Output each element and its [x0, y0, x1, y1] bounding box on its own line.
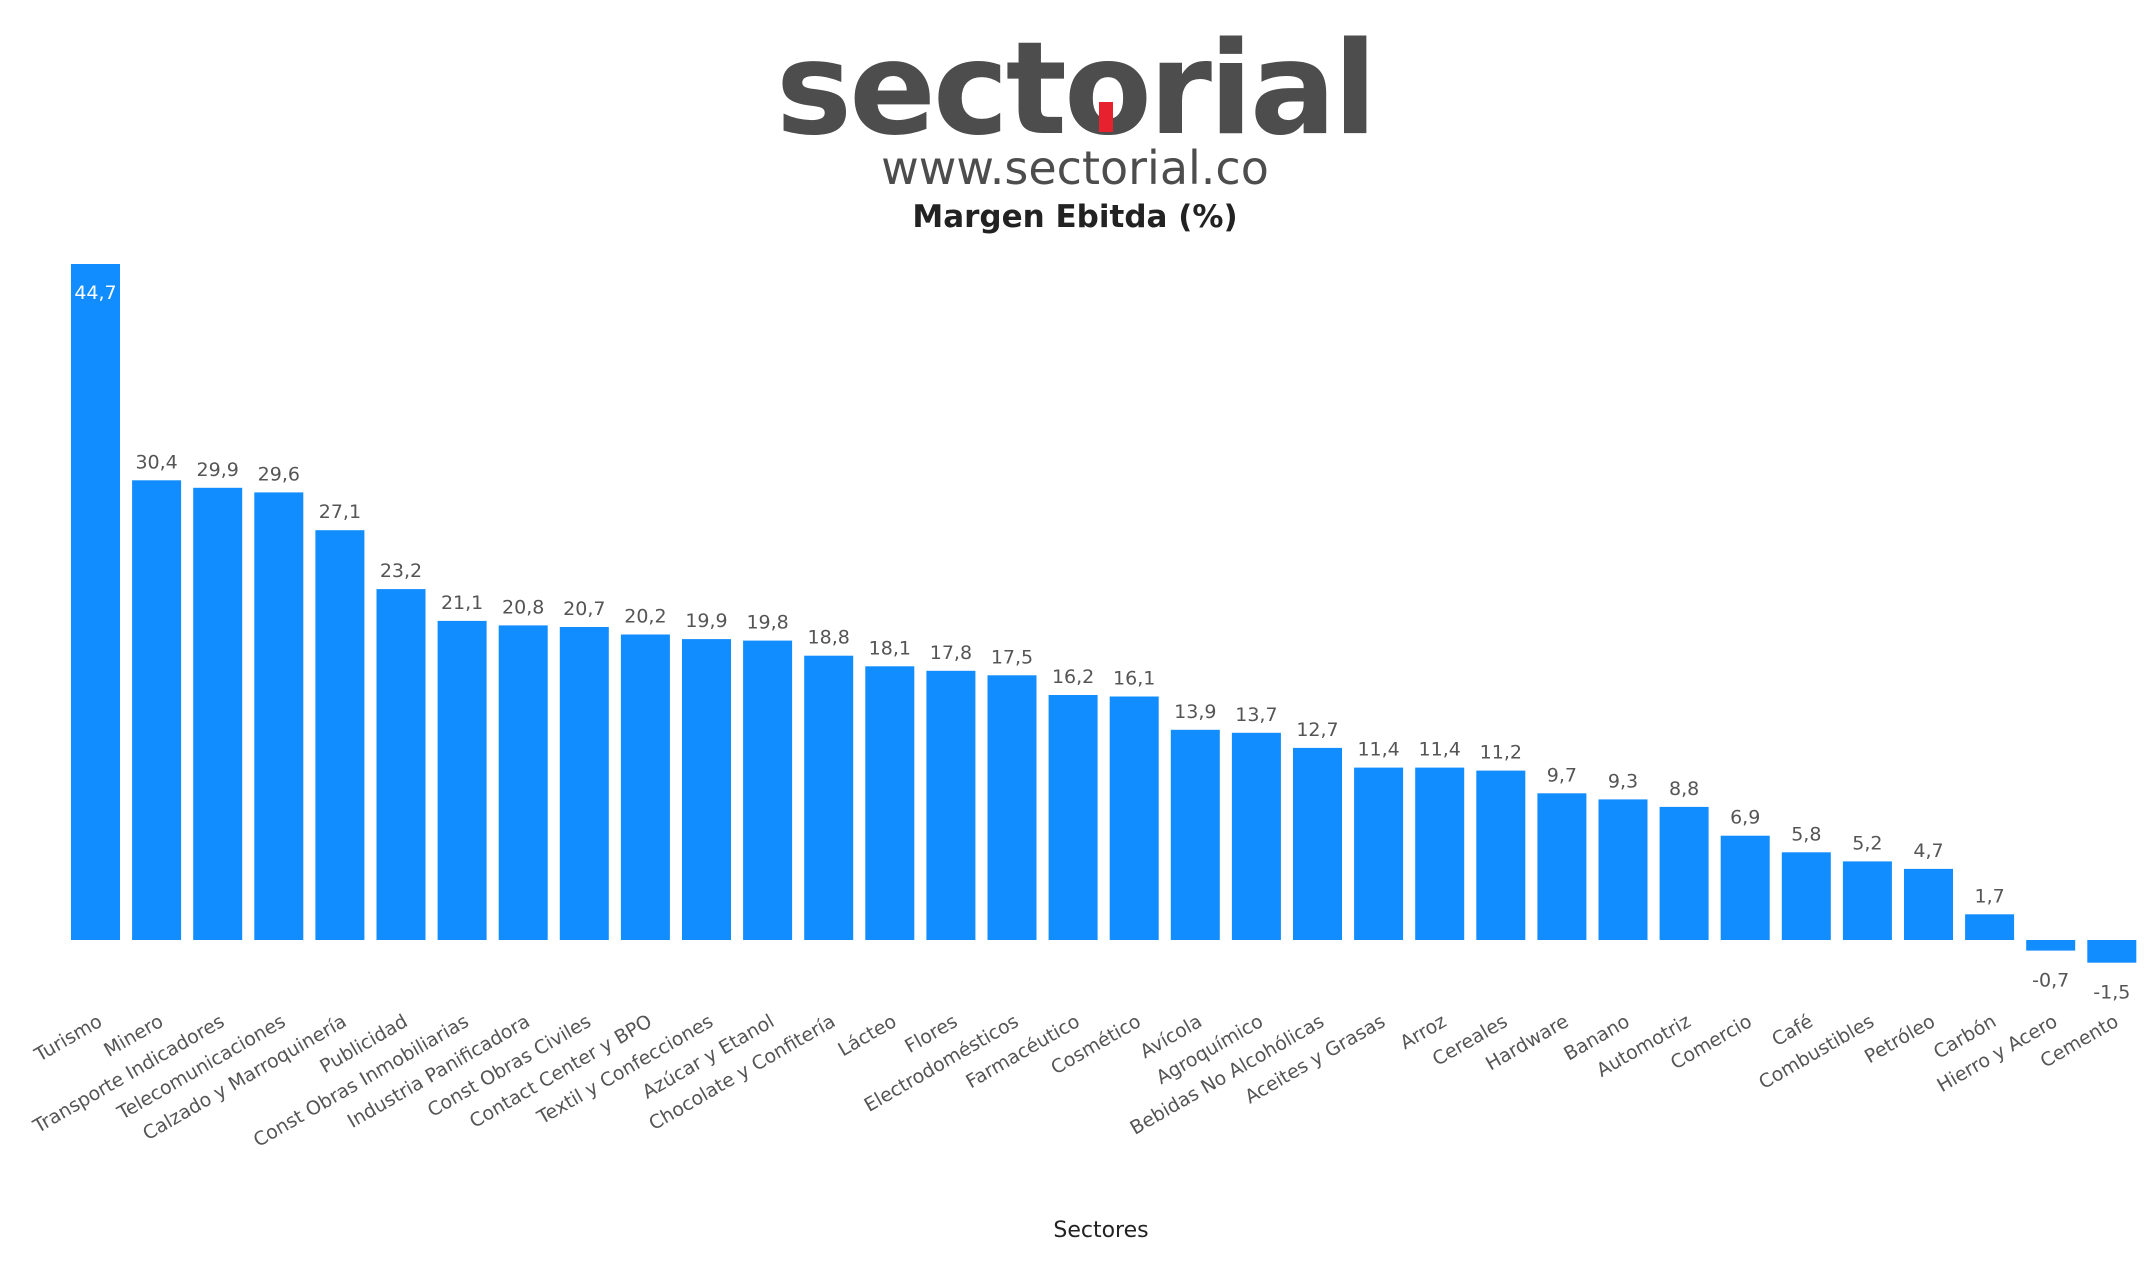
- bar: [498, 625, 548, 940]
- bar-group: [71, 264, 2137, 963]
- bar-value-label: 11,2: [1480, 742, 1522, 764]
- category-tick-label: Lácteo: [834, 1010, 900, 1061]
- bar: [1965, 914, 2015, 940]
- chart-header: secto rial www.sectorial.co Margen Ebitda…: [0, 0, 2150, 240]
- bar: [1659, 806, 1709, 940]
- bar: [437, 620, 487, 940]
- bar: [682, 639, 731, 940]
- bar: [1904, 868, 1953, 940]
- bar-value-label: 30,4: [135, 451, 177, 473]
- bar-value-label: 9,3: [1608, 770, 1638, 792]
- bar-value-label: 16,1: [1113, 668, 1155, 690]
- value-label-group: 44,7 30,4 29,9 29,6 27,1 23,2 21,1 20,8 20,7 20,2…: [74, 282, 2130, 1004]
- logo-text-end: rial: [1148, 15, 1377, 164]
- logo-o-mark: o: [1064, 20, 1152, 160]
- bar: [132, 480, 182, 940]
- chart-title: Margen Ebitda (%): [912, 199, 1238, 235]
- bar-value-label: 21,1: [441, 592, 483, 614]
- bar: [2026, 940, 2076, 951]
- category-tick-label: Turismo: [30, 1010, 106, 1066]
- bar-value-label: 29,6: [258, 463, 300, 485]
- bar: [1476, 770, 1526, 940]
- logo-text-o: o: [1063, 15, 1152, 164]
- bar: [926, 670, 976, 940]
- bar-value-label: 19,9: [685, 610, 727, 632]
- category-tick-label: Combustibles: [1755, 1010, 1878, 1094]
- bar: [559, 627, 609, 940]
- bar: [1048, 695, 1098, 940]
- bar: [1231, 732, 1281, 940]
- bar: [193, 487, 243, 940]
- bar-value-label: 6,9: [1730, 807, 1760, 829]
- website-url: www.sectorial.co: [881, 141, 1269, 195]
- bar: [376, 589, 426, 940]
- bar: [804, 655, 854, 940]
- bar-value-label: 29,9: [197, 459, 239, 481]
- bar: [1354, 767, 1404, 940]
- bar: [71, 264, 120, 940]
- bar-value-label: 11,4: [1357, 739, 1399, 761]
- bar-value-label: 27,1: [319, 501, 361, 523]
- bar: [1537, 793, 1587, 940]
- bar: [743, 640, 793, 940]
- bar: [1842, 861, 1892, 940]
- bar: [620, 634, 670, 940]
- bar-value-label: 19,8: [746, 612, 788, 634]
- bar: [1720, 835, 1770, 940]
- bar-value-label: 18,8: [808, 627, 850, 649]
- bar-value-label: 20,2: [624, 606, 666, 628]
- bar-value-label: 11,4: [1419, 739, 1461, 761]
- bar: [1598, 799, 1648, 940]
- x-axis-title: Sectores: [1053, 1218, 1148, 1243]
- bar-value-label: 16,2: [1052, 666, 1094, 688]
- bar-value-label: 20,7: [563, 598, 605, 620]
- logo-red-bar-icon: [1099, 102, 1114, 132]
- bar-value-label: 13,7: [1235, 704, 1277, 726]
- bar-value-label: 13,9: [1174, 701, 1216, 723]
- bar-value-label: 20,8: [502, 596, 544, 618]
- bar: [1781, 852, 1831, 940]
- bar-value-label: 18,1: [869, 637, 911, 659]
- category-tick-label: Petróleo: [1861, 1010, 1939, 1068]
- bar-value-label: 1,7: [1974, 885, 2004, 907]
- bar: [254, 492, 304, 940]
- bar-value-label: -0,7: [2032, 970, 2069, 992]
- bar-value-label: 5,2: [1852, 832, 1882, 854]
- bar-value-label: 4,7: [1913, 840, 1943, 862]
- bar-value-label: 12,7: [1296, 719, 1338, 741]
- bar-value-label: 44,7: [74, 282, 116, 304]
- bar: [1415, 767, 1465, 940]
- bar-value-label: 23,2: [380, 560, 422, 582]
- bar-value-label: 5,8: [1791, 823, 1821, 845]
- bar: [1170, 729, 1220, 940]
- bar: [1293, 747, 1342, 940]
- sectorial-logo: secto rial: [0, 20, 2150, 160]
- logo-text-start: sect: [775, 15, 1067, 164]
- bar: [865, 666, 915, 940]
- bar-value-label: 9,7: [1547, 764, 1577, 786]
- bar-value-label: 17,8: [930, 642, 972, 664]
- bar: [315, 530, 365, 940]
- bar-value-label: 17,5: [991, 646, 1033, 668]
- bar-value-label: 8,8: [1669, 778, 1699, 800]
- bar: [1109, 696, 1159, 940]
- bar: [2087, 940, 2137, 963]
- bar: [987, 675, 1037, 940]
- bar-value-label: -1,5: [2093, 982, 2130, 1004]
